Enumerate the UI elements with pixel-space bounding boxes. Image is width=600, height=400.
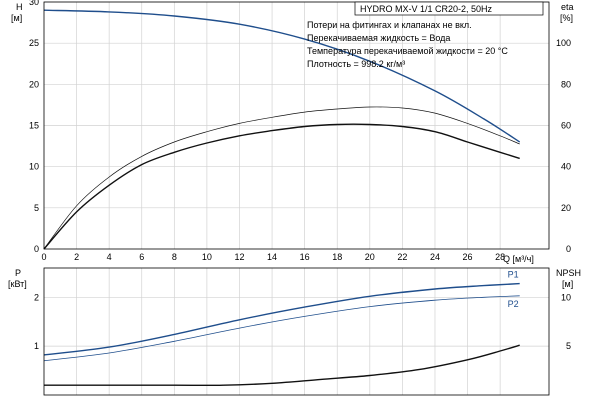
series-line-0-0 (43, 9, 521, 143)
chart-title: HYDRO MX-V 1/1 CR20-2, 50Hz (360, 4, 493, 14)
power-npsh-series (43, 282, 520, 387)
y-tick-label: 0 (34, 244, 39, 254)
power-series-labels: P1 P2 (508, 270, 519, 309)
y2-tick-label: 0 (566, 244, 571, 254)
x-tick-label: 0 (41, 252, 46, 262)
title-box (354, 1, 544, 16)
x-tick-label: 10 (202, 252, 212, 262)
note-line-3: Температура перекачиваемой жидкости = 20… (307, 46, 508, 56)
power-plot-frame (43, 267, 550, 396)
x-tick-label: 2 (74, 252, 79, 262)
y-tick-label: 2 (34, 292, 39, 302)
series-label-p2: P2 (508, 299, 519, 309)
y2-tick-label: 100 (556, 38, 571, 48)
x-tick-label: 14 (267, 252, 277, 262)
npsh-axis-label: NPSH [м] (556, 268, 581, 289)
x-tick-label: 12 (234, 252, 244, 262)
head-plot-frame (43, 1, 550, 250)
x-tick-label: 24 (430, 252, 440, 262)
y-tick-label: 25 (29, 38, 39, 48)
series-line-1-1 (43, 295, 520, 362)
power-tick-labels: 12 (34, 292, 39, 351)
flow-tick-labels: 0 2 4 6 8 10 12 14 16 18 20 22 24 26 28 (41, 252, 505, 262)
y-tick-label: 10 (29, 162, 39, 172)
y2-tick-label: 10 (561, 292, 571, 302)
flow-axis-label: Q [м³/ч] (503, 254, 534, 264)
y-tick-label: 30 (29, 0, 39, 7)
head-tick-labels: 0 5 10 15 20 25 30 (29, 0, 39, 254)
x-tick-label: 28 (495, 252, 505, 262)
x-tick-label: 6 (139, 252, 144, 262)
y2-tick-label: 60 (561, 121, 571, 131)
y-tick-label: 5 (34, 203, 39, 213)
y-tick-label: 15 (29, 121, 39, 131)
x-tick-label: 16 (300, 252, 310, 262)
x-tick-label: 20 (365, 252, 375, 262)
x-tick-label: 8 (172, 252, 177, 262)
efficiency-tick-labels: 0 20 40 60 80 100 (556, 38, 571, 254)
note-line-1: Потери на фитингах и клапанах не вкл. (307, 20, 472, 30)
series-label-p1: P1 (508, 270, 519, 280)
x-tick-label: 4 (107, 252, 112, 262)
power-axis-label: P [кВт] (8, 268, 27, 289)
note-line-2: Перекачиваемая жидкость = Вода (307, 33, 450, 43)
power-grid (44, 268, 549, 395)
x-tick-label: 22 (397, 252, 407, 262)
y2-tick-label: 20 (561, 203, 571, 213)
note-line-4: Плотность = 998.2 кг/м³ (307, 59, 405, 69)
npsh-tick-labels: 5 10 (561, 292, 571, 351)
y-tick-label: 20 (29, 79, 39, 89)
series-line-1-2 (44, 344, 520, 387)
series-line-0-2 (43, 123, 520, 250)
efficiency-axis-label: eta [%] (560, 2, 574, 23)
x-tick-label: 26 (463, 252, 473, 262)
x-tick-label: 18 (332, 252, 342, 262)
series-line-0-1 (43, 106, 520, 250)
y2-tick-label: 5 (566, 341, 571, 351)
series-line-1-0 (43, 282, 520, 356)
y-tick-label: 1 (34, 341, 39, 351)
head-efficiency-series (43, 9, 521, 250)
y2-tick-label: 80 (561, 79, 571, 89)
y2-tick-label: 40 (561, 162, 571, 172)
head-axis-label: H [м] (11, 2, 23, 23)
